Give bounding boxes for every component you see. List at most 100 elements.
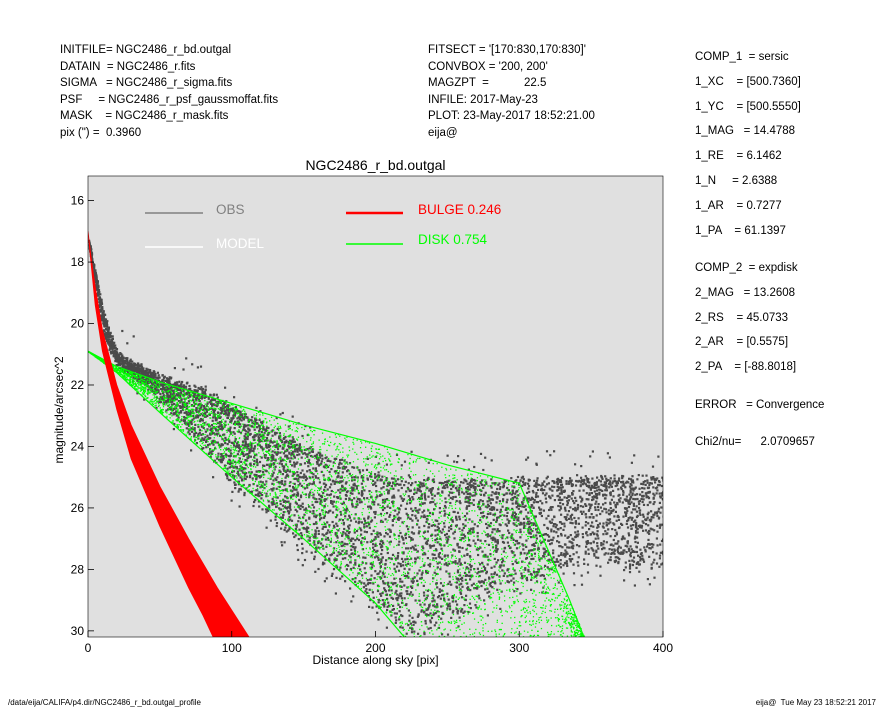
obs-point xyxy=(421,511,424,514)
obs-point xyxy=(481,570,484,573)
obs-point xyxy=(452,548,455,551)
obs-point xyxy=(365,522,368,525)
obs-point xyxy=(419,503,422,506)
obs-point xyxy=(274,465,277,468)
obs-point xyxy=(388,489,391,492)
obs-point xyxy=(564,543,567,546)
obs-point xyxy=(156,386,159,389)
obs-point xyxy=(655,478,658,481)
obs-point xyxy=(337,489,340,492)
obs-point xyxy=(392,494,395,497)
obs-point xyxy=(656,524,659,527)
obs-point xyxy=(534,515,537,518)
obs-point xyxy=(629,491,632,494)
obs-point xyxy=(451,519,454,522)
obs-point xyxy=(319,456,322,459)
obs-point xyxy=(349,492,352,495)
obs-point xyxy=(448,605,452,608)
obs-point xyxy=(485,516,489,519)
obs-point xyxy=(468,481,471,484)
obs-point xyxy=(641,554,644,557)
obs-point xyxy=(402,560,405,563)
obs-point xyxy=(384,582,387,585)
obs-point xyxy=(538,531,541,534)
obs-point xyxy=(512,492,515,495)
obs-point xyxy=(247,427,250,430)
obs-point xyxy=(110,340,113,343)
obs-point xyxy=(188,433,191,436)
obs-point xyxy=(473,488,476,491)
obs-point xyxy=(247,443,250,446)
obs-point xyxy=(579,505,582,508)
obs-point xyxy=(569,521,572,524)
obs-point xyxy=(239,476,242,479)
obs-point xyxy=(213,398,217,402)
obs-point xyxy=(177,416,180,419)
obs-point xyxy=(233,427,236,430)
obs-point xyxy=(638,556,642,559)
obs-point xyxy=(101,307,104,311)
obs-point xyxy=(490,537,493,540)
obs-point xyxy=(537,483,541,487)
obs-point xyxy=(206,414,209,418)
obs-point xyxy=(301,522,305,525)
obs-point xyxy=(615,531,618,534)
obs-point xyxy=(186,423,189,426)
obs-point xyxy=(557,504,560,508)
obs-point xyxy=(585,545,588,548)
obs-point xyxy=(106,331,109,335)
obs-point xyxy=(295,488,298,491)
obs-point xyxy=(537,488,540,491)
obs-point xyxy=(546,483,549,486)
obs-point xyxy=(496,540,499,543)
obs-point xyxy=(493,573,496,576)
obs-point xyxy=(260,456,263,459)
obs-point xyxy=(401,499,404,502)
obs-point xyxy=(631,559,634,562)
obs-point xyxy=(240,419,243,422)
obs-point xyxy=(379,546,383,549)
obs-point xyxy=(501,499,505,503)
obs-point xyxy=(421,485,424,488)
obs-point xyxy=(435,582,438,585)
obs-point xyxy=(360,533,363,536)
obs-point xyxy=(341,484,344,487)
obs-point xyxy=(198,409,201,412)
obs-point xyxy=(220,425,223,428)
obs-point xyxy=(620,488,623,491)
obs-point xyxy=(212,416,215,419)
obs-point xyxy=(203,396,206,399)
obs-point xyxy=(310,450,313,453)
obs-point xyxy=(300,523,303,526)
obs-point xyxy=(581,497,584,500)
obs-point xyxy=(410,537,413,540)
obs-point xyxy=(155,389,158,392)
obs-point xyxy=(605,485,608,488)
obs-point xyxy=(279,470,282,473)
obs-point xyxy=(182,390,185,393)
obs-point xyxy=(490,566,493,569)
obs-point xyxy=(325,498,328,501)
obs-point xyxy=(489,522,493,525)
obs-point xyxy=(385,593,388,596)
obs-point xyxy=(449,501,452,505)
obs-point xyxy=(595,514,598,517)
obs-point xyxy=(626,519,629,523)
obs-point xyxy=(282,468,285,471)
obs-point xyxy=(389,540,392,543)
obs-point xyxy=(118,361,121,364)
obs-point xyxy=(588,492,591,495)
obs-point xyxy=(120,362,123,365)
obs-point xyxy=(650,563,653,566)
obs-point xyxy=(496,588,499,591)
obs-point xyxy=(506,518,509,521)
obs-point xyxy=(536,477,539,480)
obs-point xyxy=(361,561,364,564)
obs-point xyxy=(564,549,567,552)
obs-point xyxy=(129,358,132,361)
obs-point xyxy=(328,531,332,534)
obs-point xyxy=(577,533,580,536)
obs-point xyxy=(365,531,368,534)
obs-point xyxy=(527,500,530,503)
obs-point xyxy=(446,592,449,595)
